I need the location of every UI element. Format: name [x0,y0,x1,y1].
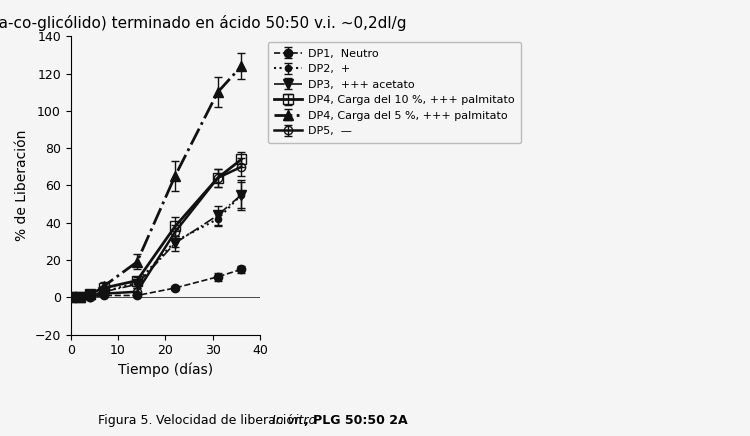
X-axis label: Tiempo (días): Tiempo (días) [118,363,213,378]
Y-axis label: % de Liberación: % de Liberación [15,130,29,241]
Text: Figura 5.: Figura 5. [98,414,156,427]
Legend: DP1,  Neutro, DP2,  +, DP3,  +++ acetato, DP4, Carga del 10 %, +++ palmitato, DP: DP1, Neutro, DP2, +, DP3, +++ acetato, D… [268,42,521,143]
Text: In vitro: In vitro [272,414,316,427]
Title: Poli(lactida-co-glicólido) terminado en ácido 50:50 v.i. ~0,2dl/g: Poli(lactida-co-glicólido) terminado en … [0,15,406,31]
Text: , PLG 50:50 2A: , PLG 50:50 2A [304,414,407,427]
Text: Velocidad de liberación: Velocidad de liberación [156,414,306,427]
